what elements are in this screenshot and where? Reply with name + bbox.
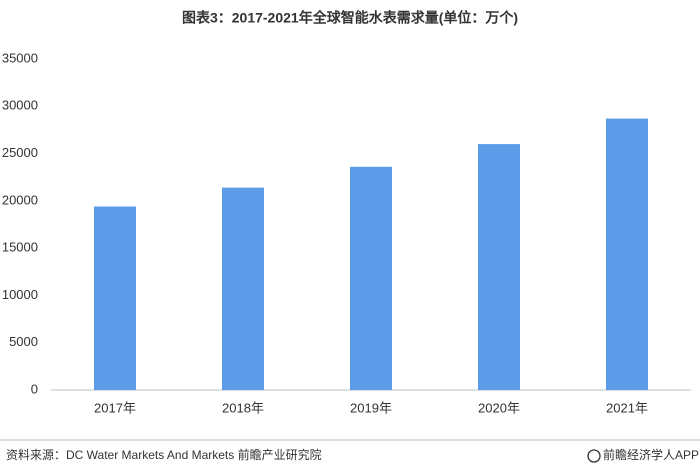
x-tick-label: 2021年 (606, 400, 648, 415)
y-tick-label: 20000 (2, 192, 38, 207)
y-tick-label: 35000 (2, 50, 38, 65)
source: 资料来源：DC Water Markets And Markets 前瞻产业研究… (6, 447, 322, 462)
bar (478, 144, 520, 390)
y-tick-label: 5000 (9, 334, 38, 349)
y-tick-label: 10000 (2, 287, 38, 302)
y-tick-label: 30000 (2, 98, 38, 113)
credit: 前瞻经济学人APP (603, 447, 699, 462)
y-tick-label: 15000 (2, 240, 38, 255)
credit-icon (587, 449, 601, 463)
y-tick-label: 25000 (2, 145, 38, 160)
bar (606, 118, 648, 390)
bar (222, 187, 264, 390)
x-tick-label: 2020年 (478, 400, 520, 415)
x-tick-label: 2019年 (350, 400, 392, 415)
bar (94, 206, 136, 390)
x-tick-label: 2017年 (94, 400, 136, 415)
x-tick-label: 2018年 (222, 400, 264, 415)
chart-title: 图表3：2017-2021年全球智能水表需求量(单位：万个) (182, 10, 518, 26)
bar (350, 166, 392, 390)
y-tick-label: 0 (31, 381, 38, 396)
